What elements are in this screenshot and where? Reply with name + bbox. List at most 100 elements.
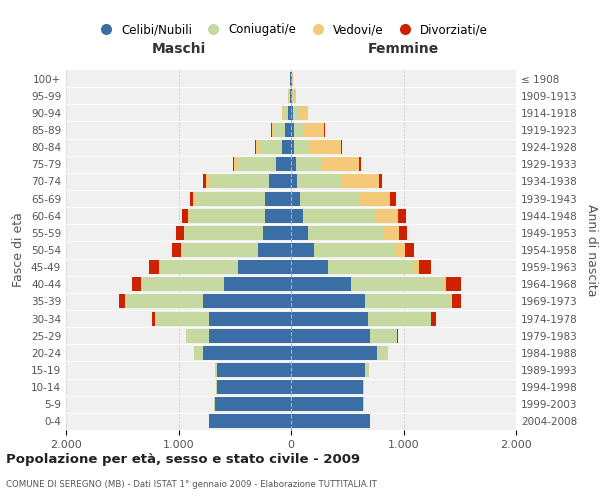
Bar: [182, 243, 259, 257]
Bar: [291, 208, 304, 222]
Text: Maschi: Maschi: [151, 42, 206, 56]
Bar: [272, 123, 274, 137]
Bar: [155, 312, 209, 326]
Bar: [291, 158, 296, 172]
Bar: [404, 243, 413, 257]
Bar: [291, 380, 363, 394]
Bar: [291, 226, 308, 240]
Bar: [188, 208, 265, 222]
Bar: [255, 140, 256, 154]
Bar: [209, 174, 269, 188]
Bar: [287, 106, 291, 120]
Bar: [151, 312, 155, 326]
Bar: [390, 192, 395, 205]
Bar: [205, 174, 209, 188]
Bar: [277, 158, 291, 172]
Bar: [359, 192, 390, 205]
Bar: [160, 260, 238, 274]
Bar: [377, 346, 388, 360]
Bar: [290, 88, 291, 102]
Bar: [187, 208, 188, 222]
Bar: [172, 243, 181, 257]
Y-axis label: Anni di nascita: Anni di nascita: [586, 204, 598, 296]
Bar: [237, 158, 277, 172]
Bar: [282, 140, 291, 154]
Bar: [291, 294, 365, 308]
Bar: [291, 398, 363, 411]
Bar: [444, 278, 446, 291]
Bar: [322, 158, 359, 172]
Bar: [233, 158, 237, 172]
Bar: [399, 226, 407, 240]
Bar: [209, 312, 291, 326]
Bar: [419, 260, 431, 274]
Bar: [379, 174, 382, 188]
Bar: [299, 106, 308, 120]
Bar: [184, 226, 263, 240]
Bar: [291, 312, 367, 326]
Bar: [209, 414, 291, 428]
Bar: [295, 140, 309, 154]
Bar: [291, 243, 314, 257]
Bar: [190, 192, 193, 205]
Bar: [274, 123, 286, 137]
Bar: [269, 174, 291, 188]
Bar: [397, 328, 398, 342]
Bar: [176, 226, 184, 240]
Bar: [263, 226, 291, 240]
Y-axis label: Fasce di età: Fasce di età: [13, 212, 25, 288]
Bar: [300, 192, 359, 205]
Bar: [271, 123, 272, 137]
Bar: [304, 123, 323, 137]
Bar: [291, 278, 350, 291]
Bar: [293, 88, 296, 102]
Bar: [291, 88, 292, 102]
Bar: [376, 208, 398, 222]
Bar: [215, 363, 217, 377]
Bar: [209, 328, 291, 342]
Bar: [265, 208, 291, 222]
Bar: [291, 346, 377, 360]
Text: Femmine: Femmine: [368, 42, 439, 56]
Bar: [187, 328, 209, 342]
Bar: [291, 123, 295, 137]
Bar: [365, 363, 368, 377]
Bar: [119, 294, 125, 308]
Bar: [265, 192, 291, 205]
Bar: [292, 88, 293, 102]
Bar: [293, 106, 299, 120]
Bar: [296, 158, 322, 172]
Bar: [291, 192, 300, 205]
Bar: [308, 226, 385, 240]
Bar: [259, 243, 291, 257]
Bar: [149, 260, 159, 274]
Bar: [125, 294, 203, 308]
Bar: [291, 260, 328, 274]
Bar: [323, 123, 325, 137]
Bar: [295, 123, 304, 137]
Bar: [367, 312, 431, 326]
Bar: [291, 140, 295, 154]
Bar: [215, 398, 291, 411]
Bar: [256, 140, 260, 154]
Legend: Celibi/Nubili, Coniugati/e, Vedovi/e, Divorziati/e: Celibi/Nubili, Coniugati/e, Vedovi/e, Di…: [89, 18, 493, 40]
Bar: [291, 106, 293, 120]
Bar: [370, 328, 397, 342]
Text: Popolazione per età, sesso e stato civile - 2009: Popolazione per età, sesso e stato civil…: [6, 452, 360, 466]
Bar: [282, 106, 283, 120]
Bar: [196, 192, 265, 205]
Bar: [385, 226, 399, 240]
Bar: [341, 174, 379, 188]
Bar: [451, 294, 452, 308]
Bar: [217, 363, 291, 377]
Bar: [328, 260, 413, 274]
Bar: [223, 278, 291, 291]
Bar: [365, 294, 451, 308]
Bar: [395, 243, 404, 257]
Bar: [217, 380, 291, 394]
Bar: [291, 174, 296, 188]
Bar: [238, 260, 291, 274]
Bar: [291, 414, 370, 428]
Bar: [398, 208, 406, 222]
Bar: [260, 140, 282, 154]
